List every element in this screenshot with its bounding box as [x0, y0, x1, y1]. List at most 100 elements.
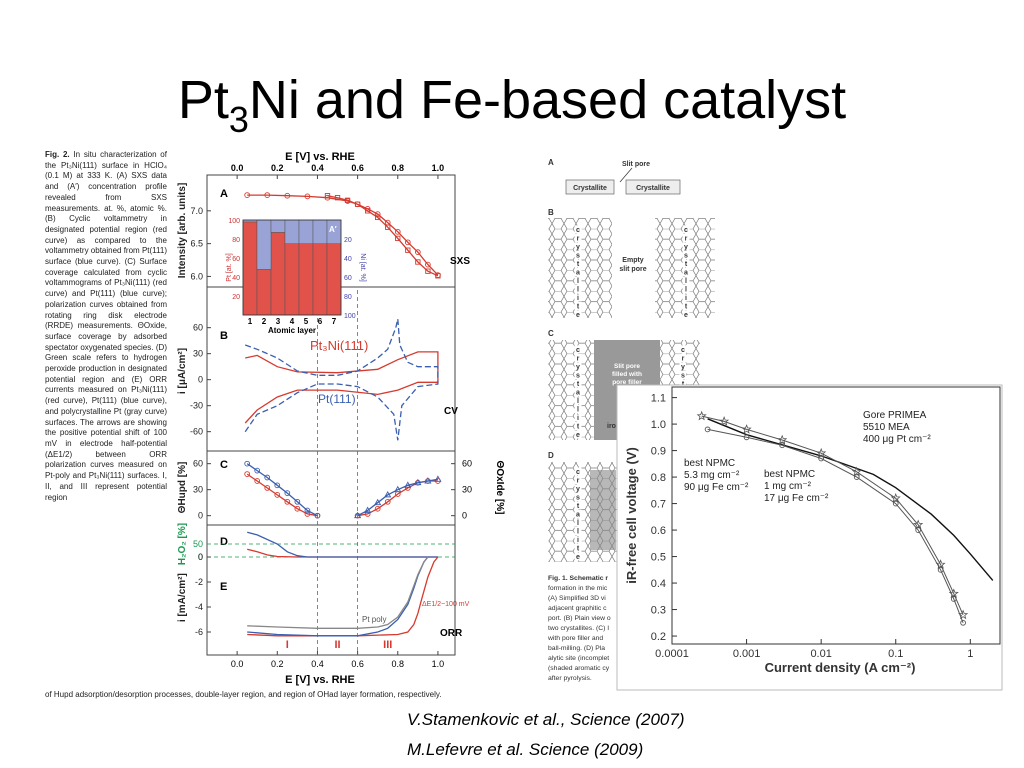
- title-part: Pt: [178, 70, 229, 130]
- y-axis-label: H₂O₂ [%]: [177, 523, 188, 565]
- series-line: [701, 415, 964, 616]
- bar: [270, 232, 286, 316]
- marker: [415, 259, 421, 265]
- letter-bg: [574, 430, 582, 439]
- y-tick-label: 0.4: [651, 578, 666, 590]
- marker: [414, 478, 422, 486]
- marker: [244, 460, 251, 467]
- vertical-letter: t: [577, 261, 580, 268]
- marker: [415, 249, 421, 256]
- marker: [294, 505, 301, 512]
- series-line: [327, 195, 439, 277]
- marker: [777, 434, 788, 445]
- label: slit pore: [619, 266, 646, 273]
- marker: [818, 455, 825, 462]
- vertical-letter: s: [576, 253, 580, 260]
- marker: [264, 192, 271, 198]
- panel-letter: A: [220, 188, 228, 200]
- marker: [264, 485, 271, 491]
- x-tick-label: 0.6: [351, 163, 364, 173]
- panel-tag: ORR: [440, 628, 463, 639]
- crystallite-box: [565, 179, 615, 195]
- title-subscript: 3: [229, 99, 249, 140]
- y-tick-label: 0: [198, 511, 203, 521]
- marker: [364, 511, 371, 517]
- hex-grid: [548, 340, 594, 440]
- caption-line: after pyrolysis.: [548, 675, 592, 682]
- legend-detail: 5.3 mg cm⁻²: [684, 470, 740, 481]
- letter-bg: [679, 371, 687, 379]
- y-tick-label: 0.5: [651, 552, 666, 564]
- y2-tick-label: 100: [344, 313, 356, 320]
- series-line: [357, 478, 439, 517]
- caption-line: Fig. 1. Schematic r: [548, 575, 608, 582]
- x-tick-label: 0.8: [392, 659, 405, 669]
- bar: [256, 269, 272, 316]
- marker: [304, 193, 311, 200]
- series-line: [707, 428, 964, 623]
- x-tick-label: 0.0: [231, 659, 244, 669]
- letter-bg: [574, 396, 582, 405]
- x-axis-label: Current density (A cm⁻²): [765, 660, 916, 675]
- caption-line: two crystallites. (C) I: [548, 625, 609, 632]
- annotation: ΔE1/2~100 mV: [422, 601, 470, 608]
- letter-bg: [574, 362, 582, 371]
- marker: [741, 424, 752, 434]
- figure-letter: B: [548, 208, 554, 217]
- y-tick-label: 30: [193, 485, 203, 495]
- figure-letter: A: [548, 158, 554, 167]
- letter-bg: [574, 268, 582, 276]
- legend-detail: 17 μg Fe cm⁻²: [764, 493, 829, 504]
- vertical-letter: s: [576, 373, 580, 380]
- plot-frame: [671, 386, 1001, 645]
- series-line: [246, 473, 318, 517]
- x-axis-label: Atomic layer: [268, 326, 316, 335]
- marker: [344, 197, 351, 203]
- marker: [244, 192, 251, 198]
- figure-letter: C: [548, 329, 554, 338]
- marker: [294, 498, 301, 505]
- series-line: [247, 531, 438, 558]
- x-tick-label: 0.8: [392, 163, 405, 173]
- bar: [270, 219, 286, 233]
- letter-bg: [574, 518, 582, 527]
- x-tick-label: 1: [248, 317, 253, 326]
- marker: [743, 434, 750, 441]
- marker: [935, 559, 946, 569]
- marker: [404, 481, 412, 488]
- vertical-letter: e: [576, 554, 580, 561]
- series-line: [247, 556, 429, 629]
- letter-bg: [574, 371, 582, 379]
- x-tick-label: 7: [332, 317, 337, 326]
- y-tick-label: -30: [190, 401, 203, 411]
- vertical-letter: r: [577, 236, 580, 243]
- marker: [425, 261, 431, 268]
- vertical-letter: r: [577, 356, 580, 363]
- letter-bg: [574, 225, 582, 234]
- marker: [254, 478, 261, 484]
- marker: [937, 566, 944, 573]
- vertical-letter: i: [577, 295, 579, 302]
- marker: [304, 511, 311, 517]
- vertical-letter: y: [576, 486, 580, 493]
- bar: [298, 219, 314, 244]
- y-axis-label: ΘHupd [%]: [177, 462, 188, 514]
- caption-line: formation in the mic: [548, 585, 608, 592]
- vertical-letter: r: [577, 478, 580, 485]
- caption-line: ball-milling. (D) Pla: [548, 645, 605, 652]
- panel-letter: D: [220, 536, 228, 548]
- x-tick-label: 0.001: [733, 648, 761, 660]
- legend-detail: 400 μg Pt cm⁻²: [863, 434, 931, 445]
- left-figure: E [V] vs. RHE E [V] vs. RHE 0.0 0.0 0.2 0.2 0.…: [177, 151, 505, 686]
- vertical-letter: t: [577, 424, 580, 431]
- letter-bg: [682, 276, 690, 285]
- series-line: [707, 418, 994, 581]
- vertical-letter: a: [684, 270, 688, 277]
- letter-bg: [574, 251, 582, 259]
- series-label: Pt₃Ni(111): [310, 338, 368, 353]
- figure-caption: Fig. 2. In situ characterization of the …: [45, 150, 167, 503]
- marker: [424, 477, 432, 484]
- vertical-letter: e: [684, 312, 688, 319]
- letter-bg: [574, 544, 582, 552]
- panel-letter: E: [220, 581, 227, 593]
